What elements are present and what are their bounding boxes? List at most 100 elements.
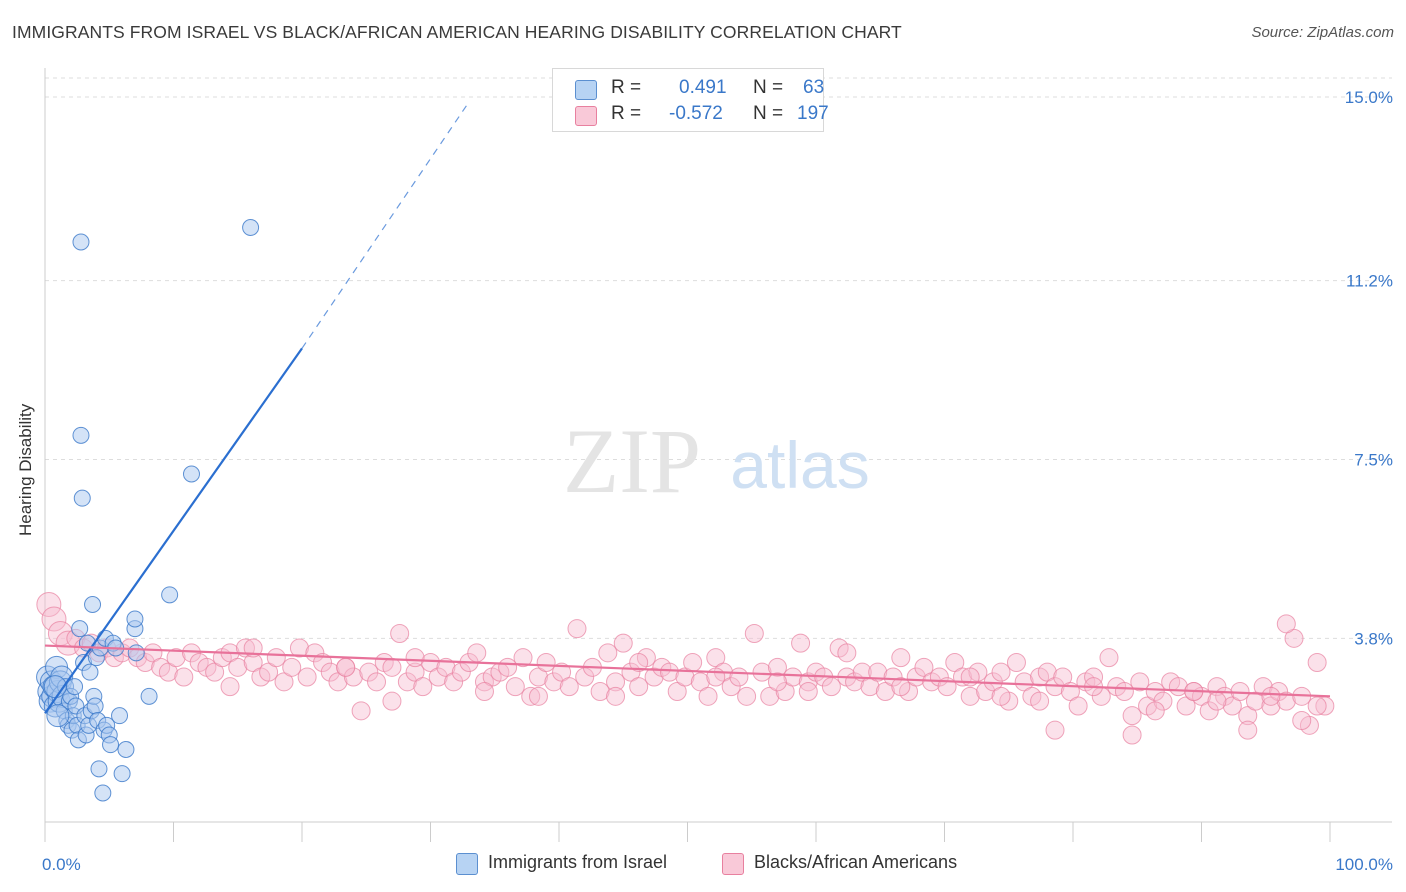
data-point-blacks — [181, 643, 201, 663]
legend-n-value: 63 — [803, 77, 825, 98]
data-point-blacks — [567, 619, 587, 639]
data-point-blacks — [1276, 614, 1296, 634]
data-point-blacks — [837, 643, 857, 663]
legend-swatch-blacks — [575, 106, 597, 126]
legend-row-blacks: R = -0.572 N = 197 — [575, 103, 829, 127]
data-point-blacks — [428, 667, 448, 687]
data-point-blacks — [590, 682, 610, 701]
data-point-israel — [113, 765, 131, 783]
data-point-blacks — [536, 653, 556, 672]
data-point-blacks — [891, 648, 911, 668]
bottom-legend-label-israel: Immigrants from Israel — [488, 852, 668, 872]
legend-n-value: 197 — [797, 103, 829, 124]
y-tick-label: 3.8% — [1354, 629, 1393, 648]
data-point-blacks — [729, 667, 749, 687]
x-tick-label: 0.0% — [42, 855, 81, 874]
data-point-blacks — [960, 686, 980, 706]
data-point-blacks — [505, 677, 525, 697]
data-point-blacks — [1207, 691, 1227, 711]
data-point-blacks — [660, 662, 680, 682]
data-point-blacks — [220, 677, 240, 697]
y-tick-label: 15.0% — [1345, 88, 1393, 107]
data-point-blacks — [266, 648, 286, 668]
data-point-blacks — [174, 667, 194, 687]
data-point-blacks — [868, 662, 888, 682]
data-point-blacks — [413, 677, 433, 697]
data-point-blacks — [598, 643, 618, 663]
data-point-blacks — [228, 657, 248, 677]
data-point-blacks — [36, 592, 62, 617]
data-point-israel — [81, 663, 99, 681]
watermark: ZIP atlas — [563, 410, 870, 512]
data-point-blacks — [883, 667, 903, 687]
y-tick-label: 11.2% — [1346, 272, 1393, 291]
data-point-israel — [182, 465, 200, 483]
data-point-israel — [140, 687, 158, 705]
data-point-blacks — [1199, 701, 1219, 721]
bottom-legend-swatch-blacks — [722, 853, 744, 875]
data-point-blacks — [575, 667, 595, 687]
data-point-blacks — [767, 672, 787, 692]
correlation-legend: R = 0.491 N = 63 R = -0.572 N = 197 — [552, 68, 829, 132]
data-point-israel — [86, 697, 104, 715]
trend-layer — [44, 101, 1331, 714]
y-tick-label: 7.5% — [1354, 451, 1393, 470]
data-point-blacks — [544, 672, 564, 692]
data-point-blacks — [1145, 701, 1165, 721]
data-point-israel — [161, 586, 179, 604]
data-point-blacks — [606, 672, 626, 692]
data-point-blacks — [467, 643, 487, 663]
data-point-israel — [117, 741, 135, 758]
data-point-israel — [72, 426, 90, 444]
legend-n-label: N = — [753, 103, 784, 124]
bottom-legend-label-blacks: Blacks/African Americans — [754, 852, 958, 872]
y-axis-label: Hearing Disability — [16, 403, 35, 536]
trend-line-israel-extension — [301, 101, 470, 349]
data-point-blacks — [706, 667, 726, 687]
data-point-blacks — [528, 686, 548, 706]
legend-r-value: -0.572 — [669, 103, 723, 124]
bottom-legend-swatch-israel — [456, 853, 478, 875]
data-point-israel — [71, 620, 89, 638]
data-point-blacks — [41, 606, 67, 632]
data-point-blacks — [1253, 677, 1273, 697]
data-point-blacks — [644, 667, 664, 687]
chart-source: Source: ZipAtlas.com — [1251, 24, 1394, 41]
legend-row-israel: R = 0.491 N = 63 — [575, 77, 825, 101]
data-point-blacks — [737, 686, 757, 706]
data-point-blacks — [798, 672, 818, 692]
data-point-blacks — [397, 672, 417, 692]
tick-labels: 3.8% 7.5% 11.2% 15.0% 0.0% 100.0% — [42, 88, 1393, 874]
data-point-blacks — [1122, 706, 1142, 726]
data-point-blacks — [1122, 725, 1142, 745]
data-point-blacks — [698, 686, 718, 706]
data-point-blacks — [320, 662, 340, 682]
data-point-blacks — [1153, 691, 1173, 711]
chart-title: IMMIGRANTS FROM ISRAEL VS BLACK/AFRICAN … — [12, 22, 902, 42]
data-point-blacks — [1261, 686, 1281, 706]
data-point-blacks — [991, 686, 1011, 706]
data-point-blacks — [282, 657, 302, 677]
data-point-blacks — [721, 677, 741, 697]
data-point-blacks — [606, 686, 626, 706]
watermark-atlas: atlas — [730, 428, 869, 502]
data-point-blacks — [444, 672, 464, 692]
x-tick-label: 100.0% — [1335, 855, 1393, 874]
data-point-israel — [242, 219, 260, 236]
legend-swatch-israel — [575, 80, 597, 100]
data-point-blacks — [166, 648, 186, 668]
data-point-blacks — [474, 682, 494, 701]
data-point-blacks — [1130, 672, 1150, 692]
data-point-blacks — [367, 672, 387, 692]
data-point-blacks — [783, 667, 803, 687]
watermark-zip: ZIP — [563, 410, 701, 512]
data-point-blacks — [390, 624, 410, 643]
data-point-israel — [127, 644, 145, 662]
trend-line-blacks — [44, 644, 1331, 698]
data-point-blacks — [297, 667, 317, 687]
axes-layer — [44, 68, 1392, 842]
data-point-blacks — [891, 677, 911, 697]
data-point-israel — [102, 736, 120, 754]
data-point-blacks — [798, 682, 818, 701]
